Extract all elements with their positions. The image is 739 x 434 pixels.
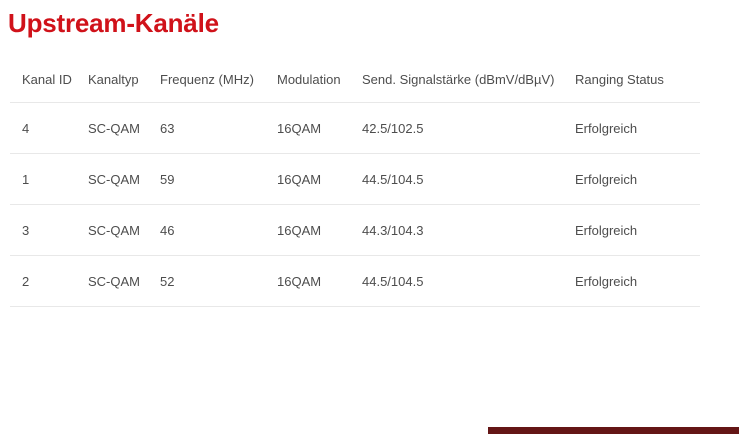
cell-signalstaerke: 44.5/104.5 xyxy=(350,153,563,205)
cell-modulation: 16QAM xyxy=(265,204,350,256)
upstream-channels-table: Kanal ID Kanaltyp Frequenz (MHz) Modulat… xyxy=(10,56,700,307)
column-header-kanaltyp: Kanaltyp xyxy=(76,56,148,103)
cell-ranging-status: Erfolgreich xyxy=(563,153,700,205)
cell-frequenz: 46 xyxy=(148,204,265,256)
cell-signalstaerke: 42.5/102.5 xyxy=(350,102,563,154)
cell-kanaltyp: SC-QAM xyxy=(76,102,148,154)
table-row: 3 SC-QAM 46 16QAM 44.3/104.3 Erfolgreich xyxy=(10,204,700,256)
cell-kanaltyp: SC-QAM xyxy=(76,255,148,307)
cell-modulation: 16QAM xyxy=(265,153,350,205)
cell-kanaltyp: SC-QAM xyxy=(76,153,148,205)
cell-signalstaerke: 44.5/104.5 xyxy=(350,255,563,307)
table-header: Kanal ID Kanaltyp Frequenz (MHz) Modulat… xyxy=(10,56,700,103)
table-row: 1 SC-QAM 59 16QAM 44.5/104.5 Erfolgreich xyxy=(10,153,700,205)
page-title: Upstream-Kanäle xyxy=(8,8,219,38)
cell-modulation: 16QAM xyxy=(265,102,350,154)
header-row: Kanal ID Kanaltyp Frequenz (MHz) Modulat… xyxy=(10,56,700,103)
cell-frequenz: 59 xyxy=(148,153,265,205)
column-header-frequenz: Frequenz (MHz) xyxy=(148,56,265,103)
bottom-accent-bar xyxy=(488,427,739,434)
cell-signalstaerke: 44.3/104.3 xyxy=(350,204,563,256)
cell-frequenz: 52 xyxy=(148,255,265,307)
cell-kanal-id: 3 xyxy=(10,204,76,256)
cell-ranging-status: Erfolgreich xyxy=(563,204,700,256)
cell-kanaltyp: SC-QAM xyxy=(76,204,148,256)
table-row: 4 SC-QAM 63 16QAM 42.5/102.5 Erfolgreich xyxy=(10,102,700,154)
cell-modulation: 16QAM xyxy=(265,255,350,307)
table-body: 4 SC-QAM 63 16QAM 42.5/102.5 Erfolgreich… xyxy=(10,102,700,307)
cell-kanal-id: 1 xyxy=(10,153,76,205)
column-header-signalstaerke: Send. Signalstärke (dBmV/dBµV) xyxy=(350,56,563,103)
table-row: 2 SC-QAM 52 16QAM 44.5/104.5 Erfolgreich xyxy=(10,255,700,307)
cell-ranging-status: Erfolgreich xyxy=(563,102,700,154)
cell-kanal-id: 2 xyxy=(10,255,76,307)
column-header-modulation: Modulation xyxy=(265,56,350,103)
column-header-kanal-id: Kanal ID xyxy=(10,56,76,103)
cell-kanal-id: 4 xyxy=(10,102,76,154)
cell-frequenz: 63 xyxy=(148,102,265,154)
column-header-ranging-status: Ranging Status xyxy=(563,56,700,103)
cell-ranging-status: Erfolgreich xyxy=(563,255,700,307)
